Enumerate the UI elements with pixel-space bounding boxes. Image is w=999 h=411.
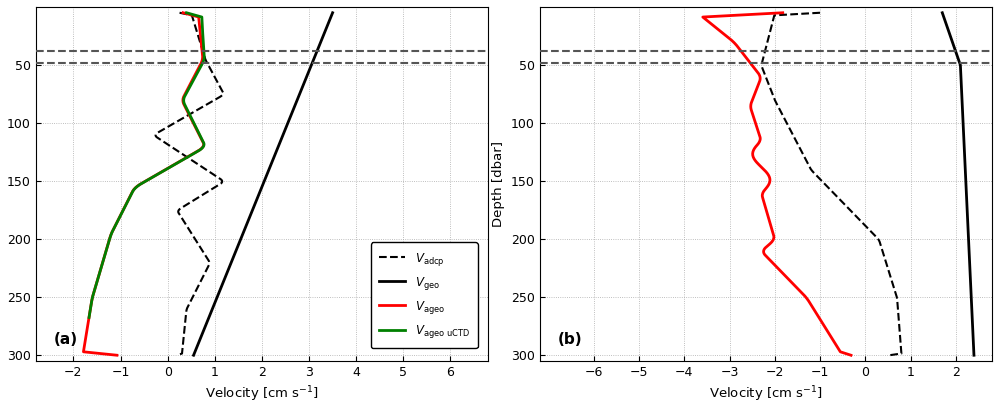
Text: (b): (b) — [557, 332, 582, 347]
Y-axis label: Depth [dbar]: Depth [dbar] — [493, 141, 505, 227]
Legend: $V_{\rm adcp}$, $V_{\rm geo}$, $V_{\rm ageo}$, $V_{\rm ageo\ uCTD}$: $V_{\rm adcp}$, $V_{\rm geo}$, $V_{\rm a… — [371, 242, 478, 348]
Text: (a): (a) — [54, 332, 78, 347]
X-axis label: Velocity [cm s$^{-1}$]: Velocity [cm s$^{-1}$] — [709, 384, 823, 404]
X-axis label: Velocity [cm s$^{-1}$]: Velocity [cm s$^{-1}$] — [205, 384, 319, 404]
